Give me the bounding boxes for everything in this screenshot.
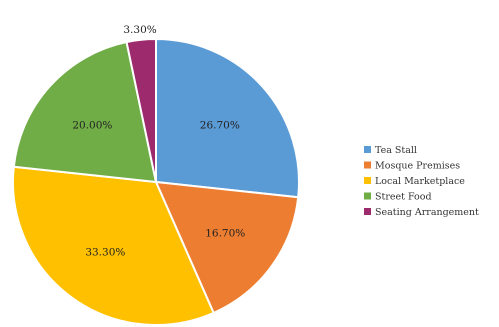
pie-slice-local-marketplace xyxy=(12,165,215,326)
legend-swatch-mosque-premises xyxy=(364,161,371,169)
data-label-tea-stall: 26.70% xyxy=(200,120,240,132)
legend-swatch-tea-stall xyxy=(364,146,371,153)
legend: Tea Stall Mosque Premises Local Marketplac… xyxy=(364,145,479,218)
pie-slice-street-food xyxy=(12,40,158,184)
pie-slice-tea-stall xyxy=(155,37,300,199)
data-label-mosque-premises: 16.70% xyxy=(205,228,245,240)
legend-swatch-street-food xyxy=(364,192,371,200)
pie-slice-mosque-premises xyxy=(154,180,300,315)
pie-data-labels: 26.70% 16.70% 33.30% 20.00% 3.30% xyxy=(72,24,245,258)
legend-label-seating-arrangement: Seating Arrangement xyxy=(375,207,479,218)
legend-label-street-food: Street Food xyxy=(375,192,432,203)
pie-slices xyxy=(12,37,300,326)
data-label-local-marketplace: 33.30% xyxy=(85,246,125,258)
legend-swatch-local-marketplace xyxy=(364,177,371,184)
data-label-street-food: 20.00% xyxy=(72,119,112,131)
legend-swatch-seating-arrangement xyxy=(364,208,371,215)
legend-label-mosque-premises: Mosque Premises xyxy=(375,161,460,172)
pie-slice-seating-arrangement xyxy=(125,37,157,183)
legend-label-local-marketplace: Local Marketplace xyxy=(375,176,465,187)
data-label-seating-arrangement: 3.30% xyxy=(123,24,156,36)
legend-label-tea-stall: Tea Stall xyxy=(375,145,417,156)
